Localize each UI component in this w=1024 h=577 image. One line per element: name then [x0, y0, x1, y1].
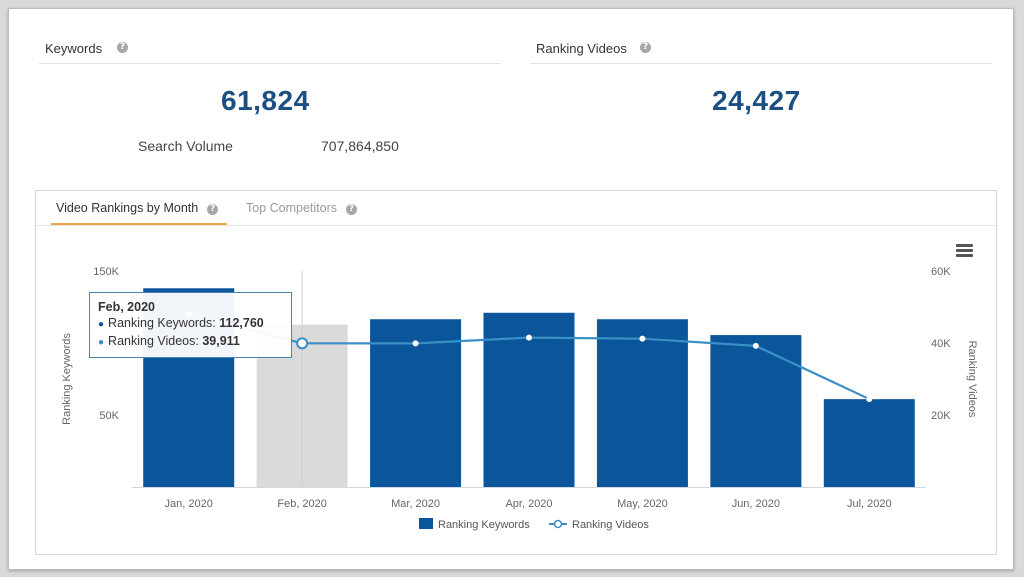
keywords-dot-icon: ●	[98, 319, 105, 330]
legend-label-videos: Ranking Videos	[572, 519, 649, 531]
x-tick-label: Jan, 2020	[165, 498, 213, 510]
tooltip-keywords-label: Ranking Keywords:	[108, 316, 216, 330]
help-circle-icon[interactable]: ?	[207, 204, 219, 215]
bar-ranking-keywords	[596, 319, 688, 487]
tooltip-videos-label: Ranking Videos:	[108, 334, 199, 348]
bar-ranking-keywords	[483, 312, 575, 487]
point-ranking-videos	[526, 334, 532, 341]
bar-ranking-keywords	[823, 399, 915, 487]
x-tick-label: Jul, 2020	[847, 498, 892, 510]
help-circle-icon[interactable]: ?	[117, 42, 128, 53]
tooltip-row-videos: ● Ranking Videos: 39,911	[98, 333, 291, 351]
videos-dot-icon: ●	[98, 337, 105, 348]
y2-tick-label: 40K	[931, 338, 951, 350]
point-ranking-videos	[412, 340, 419, 347]
y2-axis-title: Ranking Videos	[966, 341, 978, 418]
dashboard-frame: Keywords? 61,824 Search Volume 707,864,8…	[8, 8, 1014, 570]
x-tick-label: May, 2020	[617, 498, 668, 510]
chart-card: Video Rankings by Month? Top Competitors…	[35, 190, 997, 555]
tab-video-rankings-by-month[interactable]: Video Rankings by Month?	[51, 201, 227, 225]
tooltip-keywords-value: 112,760	[219, 316, 264, 330]
help-circle-icon[interactable]: ?	[346, 204, 358, 215]
ranking-videos-header: Ranking Videos?	[530, 31, 992, 64]
bar-ranking-keywords	[370, 319, 462, 487]
tab-top-competitors[interactable]: Top Competitors?	[246, 201, 358, 225]
legend-swatch-keywords	[419, 518, 433, 529]
ranking-videos-label: Ranking Videos	[536, 41, 627, 56]
chart-tabs: Video Rankings by Month? Top Competitors…	[36, 191, 996, 226]
x-tick-label: Mar, 2020	[391, 498, 440, 510]
x-tick-label: Feb, 2020	[277, 498, 327, 510]
keywords-header: Keywords?	[39, 31, 501, 64]
y2-tick-label: 20K	[931, 410, 951, 422]
y-tick-label: 150K	[93, 266, 119, 278]
help-circle-icon[interactable]: ?	[640, 42, 651, 53]
ranking-videos-count: 24,427	[712, 85, 801, 116]
tab-label: Video Rankings by Month	[56, 201, 199, 215]
tooltip-row-keywords: ● Ranking Keywords: 112,760	[98, 315, 291, 333]
point-ranking-videos	[866, 396, 873, 403]
search-volume-label: Search Volume	[138, 138, 233, 154]
video-rankings-chart: 50K100K150K20K40K60KRanking KeywordsRank…	[61, 266, 978, 531]
point-ranking-videos	[639, 335, 646, 342]
keywords-label: Keywords	[45, 41, 103, 56]
point-ranking-videos	[296, 337, 309, 350]
search-volume-value: 707,864,850	[321, 138, 399, 154]
point-ranking-videos	[752, 342, 759, 349]
keywords-count: 61,824	[221, 85, 310, 116]
tooltip-videos-value: 39,911	[202, 334, 240, 348]
chart-tooltip: Feb, 2020 ● Ranking Keywords: 112,760 ● Ra…	[89, 292, 292, 358]
tooltip-title: Feb, 2020	[98, 300, 155, 314]
legend-label-keywords: Ranking Keywords	[438, 519, 530, 531]
hamburger-menu-icon[interactable]	[956, 244, 973, 257]
x-tick-label: Jun, 2020	[732, 498, 780, 510]
bar-ranking-keywords	[710, 335, 802, 487]
tab-label: Top Competitors	[246, 201, 338, 215]
y-tick-label: 50K	[99, 410, 119, 422]
legend-marker-videos	[553, 519, 563, 529]
y-axis-title: Ranking Keywords	[61, 333, 73, 425]
x-tick-label: Apr, 2020	[505, 498, 552, 510]
y2-tick-label: 60K	[931, 266, 951, 278]
